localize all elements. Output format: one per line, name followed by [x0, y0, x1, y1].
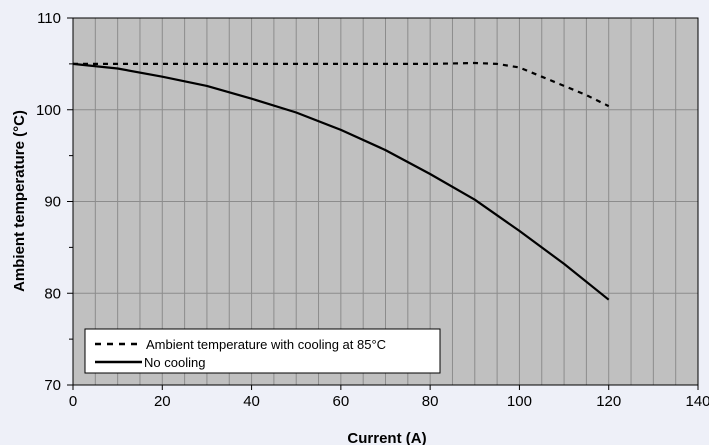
- grid: [73, 18, 698, 385]
- y-tick-label: 90: [44, 194, 61, 211]
- x-tick-label: 60: [333, 393, 350, 410]
- series-layer: [72, 61, 610, 301]
- legend-box: [84, 328, 441, 374]
- x-tick-label: 120: [596, 393, 621, 410]
- x-tick-label: 0: [69, 393, 77, 410]
- legend-label-no-cooling: No cooling: [144, 355, 205, 370]
- legend-label-cooling: Ambient temperature with cooling at 85°C: [146, 337, 386, 352]
- y-axis-title: Ambient temperature (°C): [11, 110, 28, 292]
- y-tick-label: 110: [37, 10, 61, 27]
- legend: Ambient temperature with cooling at 85°C…: [84, 328, 441, 374]
- y-tick-label: 80: [44, 285, 61, 302]
- x-tick-label: 80: [422, 393, 439, 410]
- series-line-no-cooling: [72, 62, 610, 301]
- y-tick-label: 100: [36, 102, 61, 119]
- y-tick-label: 70: [44, 377, 61, 394]
- x-tick-label: 100: [507, 393, 532, 410]
- tick-labels: 0 20 40 60 80 100 120 140 70 80 90 100 110: [36, 10, 709, 410]
- x-tick-label: 40: [243, 393, 260, 410]
- x-tick-label: 140: [685, 393, 709, 410]
- x-axis-title: Current (A): [347, 430, 426, 445]
- series-line-cooling: [73, 61, 610, 108]
- axes: [67, 17, 699, 390]
- x-tick-label: 20: [154, 393, 171, 410]
